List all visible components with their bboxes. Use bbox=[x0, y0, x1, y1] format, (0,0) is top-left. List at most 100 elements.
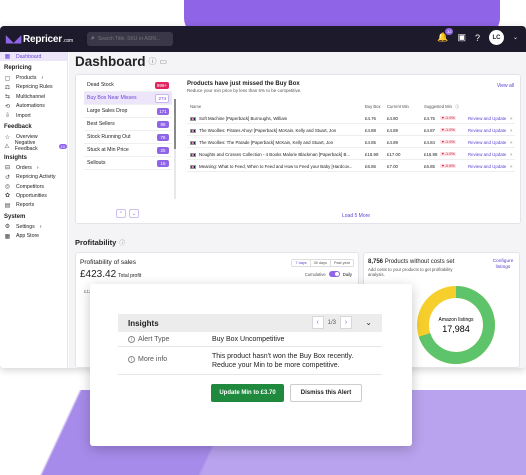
sidebar-item[interactable]: ▢ Products › bbox=[0, 73, 67, 82]
review-update-link[interactable]: Review and Update bbox=[468, 152, 507, 157]
sidebar-section-title: Insights bbox=[4, 155, 28, 162]
logo-text: Repricer bbox=[22, 33, 62, 45]
sidebar-item[interactable]: ⟲ Automations bbox=[0, 102, 67, 111]
sidebar-item[interactable]: ▤ Reports bbox=[0, 201, 67, 210]
current-min: £7.00 bbox=[387, 164, 398, 169]
range-30-days[interactable]: 30 days bbox=[311, 260, 331, 266]
list-scrollbar[interactable] bbox=[174, 99, 176, 199]
insight-list-item[interactable]: Dead Stock 999+ bbox=[84, 79, 172, 92]
close-icon[interactable]: × bbox=[510, 140, 513, 145]
sidebar-item[interactable]: ⚙ Settings › bbox=[0, 222, 67, 231]
review-update-link[interactable]: Review and Update bbox=[468, 116, 507, 121]
video-icon[interactable]: ▭ bbox=[159, 57, 168, 66]
logo[interactable]: ◣◢ Repricer .com bbox=[6, 34, 73, 45]
table-row: Soft Machine [Paperback] Burroughs, Will… bbox=[187, 113, 515, 124]
buybox-price: £4.88 bbox=[365, 128, 376, 133]
range-past-year[interactable]: Past year bbox=[333, 261, 350, 265]
chevron-right-icon: › bbox=[41, 75, 44, 82]
insight-list-item[interactable]: Sellouts 15 bbox=[84, 157, 172, 170]
range-7-days[interactable]: 7 days bbox=[292, 260, 311, 266]
help-icon[interactable]: ? bbox=[474, 32, 480, 43]
donut-label: Amazon listings bbox=[438, 317, 474, 323]
insight-list-item[interactable]: Large Sales Drop 171 bbox=[84, 105, 172, 118]
info-icon: i bbox=[128, 356, 135, 363]
insight-count-badge: 76 bbox=[157, 133, 169, 141]
close-icon[interactable]: × bbox=[510, 116, 513, 121]
product-name[interactable]: Noughts and Crosses Collection - 4 Books… bbox=[199, 152, 351, 157]
close-icon[interactable]: × bbox=[510, 128, 513, 133]
insight-list-item[interactable]: Stuck at Min Price 25 bbox=[84, 144, 172, 157]
insight-count-badge: 171 bbox=[157, 107, 169, 115]
sidebar-item[interactable]: ⇩ Import bbox=[0, 111, 67, 120]
load-more-link[interactable]: Load 5 More bbox=[342, 213, 371, 219]
sidebar-item[interactable]: ⚖ Repricing Rules bbox=[0, 83, 67, 92]
dismiss-alert-button[interactable]: Dismiss this Alert bbox=[290, 384, 362, 402]
sidebar-item[interactable]: ✿ Opportunities bbox=[0, 191, 67, 200]
sidebar-badge: 10 bbox=[58, 143, 67, 149]
search-box[interactable]: ⌕ bbox=[87, 32, 174, 46]
insight-count-badge: 999+ bbox=[154, 81, 169, 89]
insight-list-item[interactable]: Buy Box Near Misses 274 bbox=[84, 92, 172, 105]
chevron-down-icon[interactable]: ⌄ bbox=[365, 318, 372, 327]
sidebar-item[interactable]: ↺ Repricing Activity bbox=[0, 173, 67, 182]
suggested-min: £4.84 bbox=[424, 140, 435, 145]
sidebar-item[interactable]: ☆ Overview bbox=[0, 132, 67, 141]
table-row: The Woollies: The Parade [Paperback] McK… bbox=[187, 137, 515, 148]
chevron-up-icon[interactable]: ⌃ bbox=[116, 209, 126, 218]
review-update-link[interactable]: Review and Update bbox=[468, 128, 507, 133]
review-update-link[interactable]: Review and Update bbox=[468, 164, 507, 169]
chevron-left-icon[interactable]: ‹ bbox=[311, 316, 324, 329]
sidebar-item[interactable]: ◎ Competitors bbox=[0, 182, 67, 191]
insight-list-label: Sellouts bbox=[87, 160, 106, 166]
view-all-link[interactable]: View all bbox=[496, 83, 514, 89]
insight-list-item[interactable]: Stock Running Out 76 bbox=[84, 131, 172, 144]
bell-icon[interactable]: 🔔 32 bbox=[437, 28, 454, 42]
grid-icon: ▦ bbox=[4, 54, 11, 61]
close-icon[interactable]: × bbox=[510, 164, 513, 169]
suggested-min: £4.75 bbox=[424, 116, 435, 121]
product-name[interactable]: Meaning: What to Feed, When to Feed and … bbox=[199, 164, 353, 169]
product-name[interactable]: The Woollies: Pirates Ahoy! [Paperback] … bbox=[199, 128, 337, 133]
buybox-price: £4.85 bbox=[365, 140, 376, 145]
more-info-row: i More info This product hasn't won the B… bbox=[118, 347, 382, 375]
sidebar-item[interactable]: ⚠ Negative Feedback 10 bbox=[0, 140, 67, 152]
update-min-button[interactable]: Update Min to £3.70 bbox=[211, 384, 284, 402]
chevron-down-icon[interactable]: ⌄ bbox=[129, 209, 139, 218]
help-circle-icon[interactable]: ⓘ bbox=[119, 241, 126, 247]
daily-label: Daily bbox=[342, 271, 352, 277]
buybox-price: £16.99 bbox=[365, 152, 379, 157]
sales-value-suffix: Total profit bbox=[118, 273, 142, 279]
suggested-min: £16.98 bbox=[424, 152, 438, 157]
product-name[interactable]: The Woollies: The Parade [Paperback] McK… bbox=[199, 140, 334, 145]
search-input[interactable] bbox=[97, 36, 170, 42]
cumulative-label: Cumulative bbox=[304, 271, 326, 277]
configure-listings-link[interactable]: Configure listings bbox=[492, 259, 514, 270]
chevron-down-icon[interactable]: ⌄ bbox=[512, 35, 518, 41]
message-icon[interactable]: ▣ bbox=[457, 32, 466, 42]
activity-icon: ↺ bbox=[4, 174, 11, 181]
chevron-right-icon[interactable]: › bbox=[340, 316, 352, 329]
insight-list-label: Stuck at Min Price bbox=[87, 147, 129, 153]
sidebar-item[interactable]: ▦ Dashboard bbox=[0, 52, 67, 62]
cumulative-switch[interactable] bbox=[328, 271, 340, 277]
settings-icon: ⚙ bbox=[4, 224, 11, 231]
range-toggle: 7 days 30 days Past year bbox=[291, 259, 354, 267]
scrollbar-thumb[interactable] bbox=[174, 99, 176, 149]
sidebar-item[interactable]: ⊟ Orders › bbox=[0, 163, 67, 172]
sales-value-number: £423.42 bbox=[80, 269, 117, 280]
change-badge: ▼-1.0% bbox=[440, 116, 456, 120]
avatar[interactable]: LC bbox=[488, 30, 504, 45]
insight-list-item[interactable]: Best Sellers 95 bbox=[84, 118, 172, 131]
list-arrows: ⌃ ⌄ bbox=[116, 209, 139, 218]
info-icon[interactable]: ⓘ bbox=[455, 104, 460, 109]
product-name[interactable]: Soft Machine [Paperback] Burroughs, Will… bbox=[199, 116, 288, 121]
profitability-title-text: Profitability bbox=[75, 238, 117, 247]
sidebar-item[interactable]: ⇆ Multichannel bbox=[0, 92, 67, 101]
costs-title: 8,756 Products without costs set bbox=[368, 259, 454, 265]
help-circle-icon[interactable]: ⓘ bbox=[148, 57, 157, 66]
insights-pager: ‹ 1/3 › bbox=[311, 316, 352, 329]
review-update-link[interactable]: Review and Update bbox=[468, 140, 507, 145]
close-icon[interactable]: × bbox=[510, 152, 513, 157]
sidebar-item[interactable]: ▦ App Store bbox=[0, 231, 67, 240]
